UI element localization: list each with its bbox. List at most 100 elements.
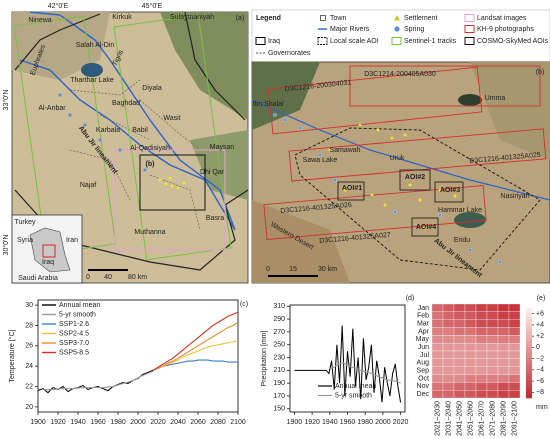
map-label: Dhi Qar xyxy=(200,169,225,176)
local-aoi xyxy=(294,127,541,271)
heat-cell xyxy=(464,311,477,320)
legend-swatch xyxy=(464,14,475,22)
map-label: Maysan xyxy=(210,144,235,151)
legend-label: 5-yr smooth xyxy=(335,392,372,399)
colorbar-step xyxy=(526,348,532,352)
colorbar-unit: mm xyxy=(536,404,548,411)
colorbar-step xyxy=(526,344,532,347)
heat-cell xyxy=(486,303,499,312)
colorbar-step xyxy=(526,389,532,392)
map-label: Wasit xyxy=(163,115,180,122)
landsat-image xyxy=(114,149,226,251)
map-label: Diyala xyxy=(142,85,162,92)
heat-cell xyxy=(453,390,466,399)
x-tick-label: 2000 xyxy=(375,419,391,426)
terrain xyxy=(160,12,248,120)
river xyxy=(251,99,550,201)
data-line xyxy=(329,362,401,384)
heat-cell xyxy=(508,382,521,391)
scale-label: 30 km xyxy=(318,266,337,273)
heat-cell xyxy=(453,311,466,320)
colorbar-step xyxy=(526,346,532,349)
y-tick-label: 270 xyxy=(273,329,285,336)
heat-cell xyxy=(497,382,510,391)
heat-cell xyxy=(464,335,477,344)
heat-cell xyxy=(442,366,455,375)
colorbar-step xyxy=(526,391,532,394)
map-label: AOI#1 xyxy=(342,185,362,192)
heat-cell xyxy=(486,327,499,336)
inset-label: Syria xyxy=(17,237,33,244)
panel-label: (a) xyxy=(236,15,245,22)
heat-cell xyxy=(431,335,444,344)
map-label: Al-Anbar xyxy=(38,105,66,112)
legend-label: SSP2-4.5 xyxy=(59,330,89,337)
map-label: Sulaymaniyah xyxy=(170,14,214,21)
map-label: Sawa Lake xyxy=(303,157,338,164)
x-tick-label: 1980 xyxy=(110,419,126,426)
heat-cell xyxy=(453,374,466,383)
springs xyxy=(58,93,147,172)
colorbar-step xyxy=(526,341,532,345)
colorbar-step xyxy=(526,350,532,354)
heat-cell xyxy=(486,374,499,383)
x-tick-label: 2040 xyxy=(170,419,186,426)
heat-cell xyxy=(442,390,455,399)
heat-cell xyxy=(497,303,510,312)
data-line xyxy=(152,359,238,371)
heat-cell xyxy=(508,343,521,352)
y-axis-title: Precipitation [mm] xyxy=(261,330,268,386)
heat-cell xyxy=(497,327,510,336)
heat-cell xyxy=(508,350,521,359)
map-label: Ibn Shalal xyxy=(252,101,284,108)
coord-label: 45°0'E xyxy=(142,2,163,10)
x-tick-label: 1900 xyxy=(30,419,46,426)
heat-cell xyxy=(486,343,499,352)
x-tick-label: 1940 xyxy=(70,419,86,426)
colorbar-step xyxy=(526,395,532,399)
map-label: Tharthar Lake xyxy=(70,77,114,84)
heat-cell xyxy=(442,350,455,359)
colorbar-step xyxy=(526,339,532,343)
legend-swatch xyxy=(255,37,266,45)
scale-label: 0 xyxy=(266,266,270,273)
colorbar-step xyxy=(526,362,532,365)
scale-label: 80 km xyxy=(128,274,147,281)
coord-label: 33°0'N xyxy=(2,90,10,111)
row-label: Jul xyxy=(420,352,429,359)
x-tick-label: 2080 xyxy=(210,419,226,426)
legend-label: Settlement xyxy=(404,15,438,22)
river xyxy=(29,11,236,231)
heat-cell xyxy=(475,382,488,391)
heat-cell xyxy=(508,374,521,383)
heat-cell xyxy=(453,382,466,391)
row-label: Sep xyxy=(417,367,430,374)
colorbar-label: −6 xyxy=(536,378,544,385)
heat-cell xyxy=(475,311,488,320)
colorbar-step xyxy=(526,353,532,356)
heat-cell xyxy=(431,374,444,383)
colorbar-step xyxy=(526,393,532,397)
settlements xyxy=(328,123,457,230)
column-label: 2051–2060 xyxy=(467,401,474,436)
heat-cell xyxy=(508,390,521,399)
data-line xyxy=(152,321,239,371)
heat-cell xyxy=(475,350,488,359)
colorbar-step xyxy=(526,364,532,367)
map-label: Najaf xyxy=(80,182,96,189)
legend-label: SSP1-2.6 xyxy=(59,321,89,328)
y-tick-label: 150 xyxy=(273,406,285,413)
colorbar-step xyxy=(526,377,532,381)
heat-cell xyxy=(508,303,521,312)
map-label: Nasiriyah xyxy=(500,193,529,200)
heat-cell xyxy=(464,358,477,367)
legend-label: COSMO-SkyMed AOIs xyxy=(477,38,549,45)
heat-cell xyxy=(453,327,466,336)
legend-label: SSP5-8.5 xyxy=(59,349,89,356)
springs xyxy=(273,113,502,264)
x-tick-label: 1960 xyxy=(90,419,106,426)
colorbar-label: −8 xyxy=(536,389,544,396)
legend-label: Governorates xyxy=(268,50,311,57)
legend-label: KH-9 photographs xyxy=(477,26,534,33)
